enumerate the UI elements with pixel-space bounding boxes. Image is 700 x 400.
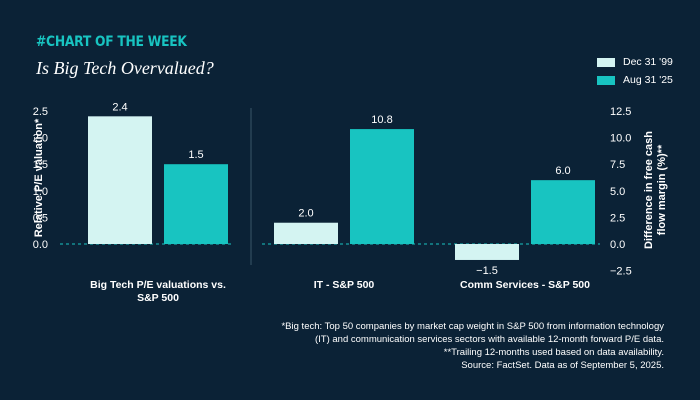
right-axis-tick-label: 7.5: [610, 159, 625, 171]
footnote-line: (IT) and communication services sectors …: [314, 334, 664, 345]
category-label: S&P 500: [137, 292, 179, 304]
left-axis-tick-label: 2.5: [33, 106, 48, 118]
footnote-line: *Big tech: Top 50 companies by market ca…: [281, 321, 664, 332]
left-axis-label: Relative P/E valuation*: [33, 118, 45, 237]
bar-data-label: 1.5: [188, 149, 203, 161]
footnote-line: **Trailing 12-months used based on data …: [443, 347, 664, 358]
right-axis-tick-label: 10.0: [610, 133, 631, 145]
right-axis-label: flow margin (%)**: [656, 144, 668, 235]
bar-data-label: −1.5: [476, 265, 498, 277]
left-axis-tick-label: 2.0: [33, 133, 48, 145]
bar-right-0-1: [350, 129, 414, 244]
right-axis-tick-label: 2.5: [610, 212, 625, 224]
left-axis-tick-label: 0.0: [33, 239, 48, 251]
category-label: IT - S&P 500: [314, 279, 375, 291]
chart-hashtag: #CHART OF THE WEEK: [36, 34, 187, 50]
legend-swatch-dec: [597, 57, 615, 67]
bar-data-label: 6.0: [555, 165, 570, 177]
footnotes: *Big tech: Top 50 companies by market ca…: [44, 320, 664, 372]
bar-data-label: 10.8: [371, 114, 392, 126]
legend: Dec 31 '99 Aug 31 '25: [597, 54, 673, 90]
left-axis-tick-label: 0.5: [33, 212, 48, 224]
bar-left-0-1: [164, 164, 228, 244]
legend-item-aug: Aug 31 '25: [597, 72, 673, 88]
legend-swatch-aug: [597, 75, 615, 85]
bar-data-label: 2.0: [298, 208, 313, 220]
category-label: Big Tech P/E valuations vs.: [90, 279, 226, 291]
bar-right-1-0: [455, 244, 519, 260]
bar-right-1-1: [531, 180, 595, 244]
category-label: Comm Services - S&P 500: [460, 279, 590, 291]
legend-item-dec: Dec 31 '99: [597, 54, 673, 70]
right-axis-tick-label: 12.5: [610, 106, 631, 118]
right-axis-tick-label: 5.0: [610, 186, 625, 198]
legend-label-aug: Aug 31 '25: [623, 74, 673, 86]
right-axis-tick-label: 0.0: [610, 239, 625, 251]
bar-left-0-0: [88, 116, 152, 244]
right-axis-label: Difference in free cash: [643, 131, 655, 249]
footnote-line: Source: FactSet. Data as of September 5,…: [461, 360, 664, 371]
left-axis-tick-label: 1.5: [33, 159, 48, 171]
legend-label-dec: Dec 31 '99: [623, 56, 673, 68]
chart-title: Is Big Tech Overvalued?: [36, 58, 214, 78]
left-axis-tick-label: 1.0: [33, 186, 48, 198]
right-axis-tick-label: −2.5: [610, 266, 632, 278]
bar-data-label: 2.4: [112, 101, 127, 113]
bar-right-0-0: [274, 222, 338, 244]
